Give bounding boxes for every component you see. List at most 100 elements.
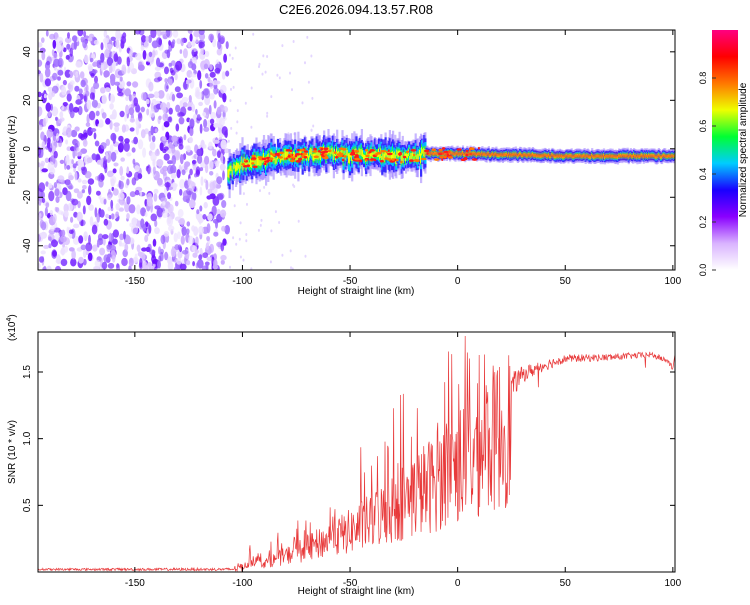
signal-peak bbox=[303, 155, 308, 159]
noise-speckle bbox=[170, 60, 176, 66]
noise-speckle bbox=[204, 164, 209, 174]
noise-speckle bbox=[289, 249, 292, 253]
noise-speckle bbox=[82, 129, 88, 140]
signal-peak bbox=[354, 150, 360, 153]
noise-speckle bbox=[192, 57, 197, 65]
noise-speckle bbox=[148, 34, 152, 44]
noise-speckle bbox=[69, 80, 75, 86]
noise-speckle bbox=[213, 86, 219, 95]
noise-speckle bbox=[242, 192, 245, 196]
noise-speckle bbox=[49, 226, 56, 232]
noise-speckle bbox=[67, 203, 73, 212]
noise-speckle bbox=[161, 210, 169, 218]
noise-speckle bbox=[179, 179, 186, 189]
noise-speckle bbox=[85, 250, 89, 256]
noise-speckle bbox=[192, 252, 198, 258]
noise-speckle bbox=[203, 201, 208, 209]
noise-speckle bbox=[199, 80, 203, 89]
noise-speckle bbox=[168, 141, 173, 149]
noise-speckle bbox=[69, 247, 75, 252]
noise-speckle bbox=[56, 36, 64, 45]
noise-speckle bbox=[154, 227, 160, 235]
noise-speckle bbox=[188, 136, 194, 144]
noise-speckle bbox=[83, 95, 87, 102]
noise-speckle bbox=[151, 135, 156, 143]
noise-speckle bbox=[258, 62, 261, 66]
noise-speckle bbox=[214, 67, 221, 74]
noise-speckle bbox=[235, 131, 238, 135]
noise-speckle bbox=[156, 159, 164, 167]
noise-speckle bbox=[173, 232, 178, 243]
noise-speckle bbox=[96, 190, 101, 196]
noise-speckle bbox=[304, 61, 306, 65]
signal-peak bbox=[439, 156, 444, 159]
signal-peak bbox=[294, 154, 298, 158]
noise-speckle bbox=[292, 40, 295, 43]
noise-speckle bbox=[213, 100, 217, 109]
noise-speckle bbox=[134, 30, 142, 35]
noise-speckle bbox=[38, 59, 43, 67]
snr-y-ticks: 0.5 1.0 1.5 bbox=[22, 365, 675, 512]
noise-speckle bbox=[91, 153, 97, 161]
noise-speckle bbox=[96, 241, 100, 248]
noise-speckle bbox=[64, 37, 72, 44]
signal-peak bbox=[406, 150, 410, 154]
x-tick-label: 50 bbox=[560, 276, 572, 287]
noise-speckle bbox=[55, 133, 60, 142]
noise-speckle bbox=[145, 246, 151, 253]
noise-speckle bbox=[276, 73, 279, 77]
noise-speckle bbox=[232, 236, 235, 240]
noise-speckle bbox=[38, 162, 41, 168]
noise-speckle bbox=[84, 54, 89, 64]
noise-speckle bbox=[168, 40, 172, 46]
noise-speckle bbox=[109, 73, 116, 82]
noise-speckle bbox=[91, 99, 98, 108]
noise-speckle bbox=[79, 71, 85, 79]
noise-speckle bbox=[209, 171, 214, 176]
noise-speckle bbox=[124, 112, 127, 122]
signal-peak bbox=[410, 149, 417, 152]
y-tick-label: 20 bbox=[22, 94, 33, 106]
noise-speckle bbox=[100, 61, 104, 72]
noise-speckle bbox=[145, 35, 149, 43]
noise-speckle bbox=[211, 205, 217, 216]
colorbar-tick-label: 0.4 bbox=[698, 168, 708, 181]
noise-speckle bbox=[221, 71, 226, 80]
noise-speckle bbox=[74, 126, 80, 132]
noise-speckle bbox=[51, 106, 59, 117]
y-tick-label: 0 bbox=[22, 146, 33, 152]
noise-speckle bbox=[239, 221, 242, 225]
signal-peak bbox=[324, 155, 329, 159]
noise-speckle bbox=[78, 88, 83, 95]
noise-speckle bbox=[250, 267, 253, 270]
spectrogram-x-label: Height of straight line (km) bbox=[298, 286, 415, 297]
noise-speckle bbox=[175, 123, 180, 132]
noise-speckle bbox=[125, 95, 129, 101]
noise-speckle bbox=[218, 123, 222, 128]
noise-speckle bbox=[178, 143, 184, 150]
snr-x-label: Height of straight line (km) bbox=[298, 586, 415, 597]
noise-speckle bbox=[92, 244, 98, 252]
noise-speckle bbox=[38, 142, 41, 148]
noise-speckle bbox=[149, 249, 156, 255]
noise-speckle bbox=[48, 236, 52, 241]
spectrogram-y-ticks: -40 -20 0 20 40 bbox=[22, 46, 675, 253]
noise-speckle bbox=[176, 92, 184, 99]
noise-speckle bbox=[160, 31, 167, 36]
noise-speckle bbox=[132, 158, 136, 165]
signal-peak bbox=[277, 156, 284, 159]
noise-speckle bbox=[199, 205, 203, 212]
signal-peak bbox=[267, 159, 270, 162]
signal-peak bbox=[323, 153, 328, 156]
noise-speckle bbox=[297, 219, 300, 223]
noise-speckle bbox=[38, 106, 43, 117]
noise-speckle bbox=[75, 99, 82, 105]
noise-speckle bbox=[191, 103, 195, 112]
noise-speckle bbox=[126, 213, 130, 220]
noise-speckle bbox=[158, 246, 162, 255]
noise-speckle bbox=[101, 112, 107, 119]
noise-speckle bbox=[208, 141, 213, 150]
noise-speckle bbox=[262, 54, 265, 58]
noise-speckle bbox=[141, 247, 147, 252]
noise-speckle bbox=[168, 107, 173, 115]
